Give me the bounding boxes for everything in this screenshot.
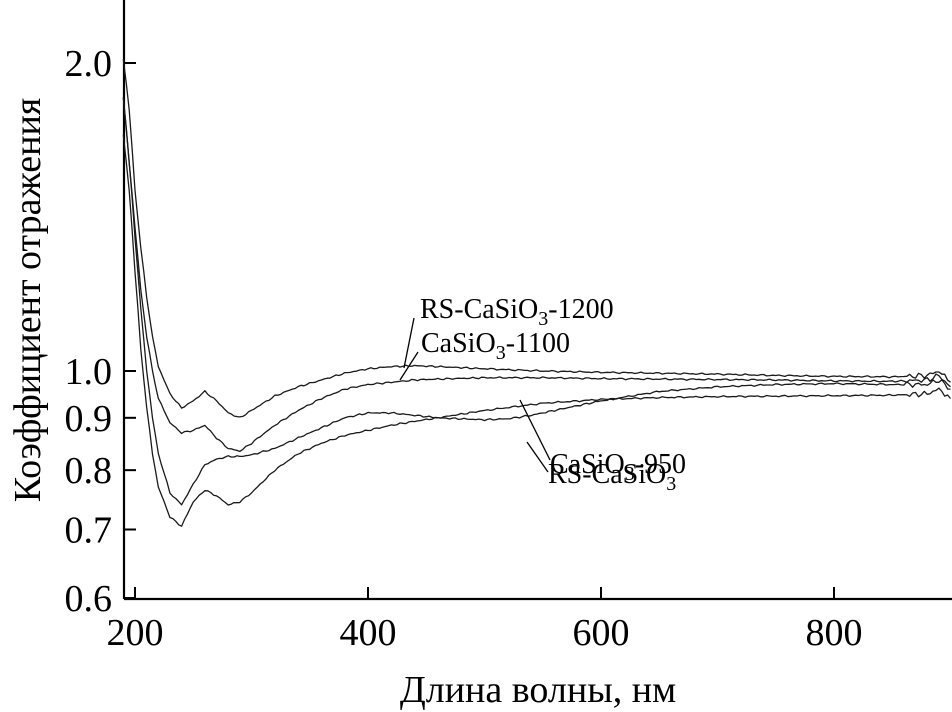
- series-lines: [122, 58, 952, 527]
- leader-line-1: [403, 317, 415, 369]
- series-label-4: RS-CaSiO3: [548, 459, 676, 495]
- y-axis-title: Коэффициент отражения: [7, 98, 49, 503]
- leader-line-2: [399, 351, 419, 381]
- series-line-4: [122, 134, 952, 527]
- x-axis-title: Длина волны, нм: [400, 669, 676, 711]
- leader-line-3: [519, 399, 551, 461]
- series-label-3: CaSiO3-950: [550, 449, 686, 485]
- y-tick-label: 2.0: [65, 43, 113, 85]
- x-tick-label: 600: [573, 612, 630, 654]
- series-line-1: [122, 58, 951, 418]
- y-tick-label: 0.6: [65, 578, 113, 620]
- series-line-2: [122, 97, 951, 453]
- x-tick-label: 800: [806, 612, 863, 654]
- series-label-1: RS-CaSiO3-1200: [420, 294, 614, 330]
- x-tick-label: 200: [107, 612, 164, 654]
- series-line-3: [122, 97, 951, 506]
- y-tick-label: 0.8: [65, 450, 113, 492]
- series-leader-lines: [399, 317, 551, 473]
- tick-labels: 200 400 600 800 0.6 0.7 0.8 0.9 1.0 2.0: [65, 43, 863, 654]
- series-label-2: CaSiO3-1100: [421, 328, 570, 364]
- tick-marks: [124, 62, 835, 599]
- y-tick-label: 0.9: [65, 398, 113, 440]
- y-tick-label: 0.7: [65, 509, 113, 551]
- y-tick-label: 1.0: [65, 351, 113, 393]
- x-tick-label: 400: [340, 612, 397, 654]
- leader-line-4: [526, 441, 549, 473]
